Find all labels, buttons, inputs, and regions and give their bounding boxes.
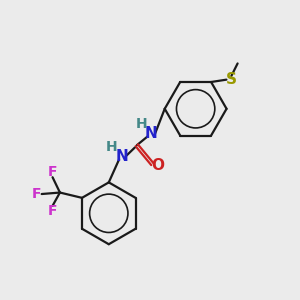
- Text: N: N: [145, 126, 158, 141]
- Text: N: N: [116, 149, 128, 164]
- Text: F: F: [48, 165, 57, 179]
- Text: S: S: [226, 72, 237, 87]
- Text: H: H: [135, 117, 147, 131]
- Text: H: H: [106, 140, 118, 154]
- Text: F: F: [32, 187, 41, 201]
- Text: O: O: [151, 158, 164, 173]
- Text: F: F: [48, 204, 57, 218]
